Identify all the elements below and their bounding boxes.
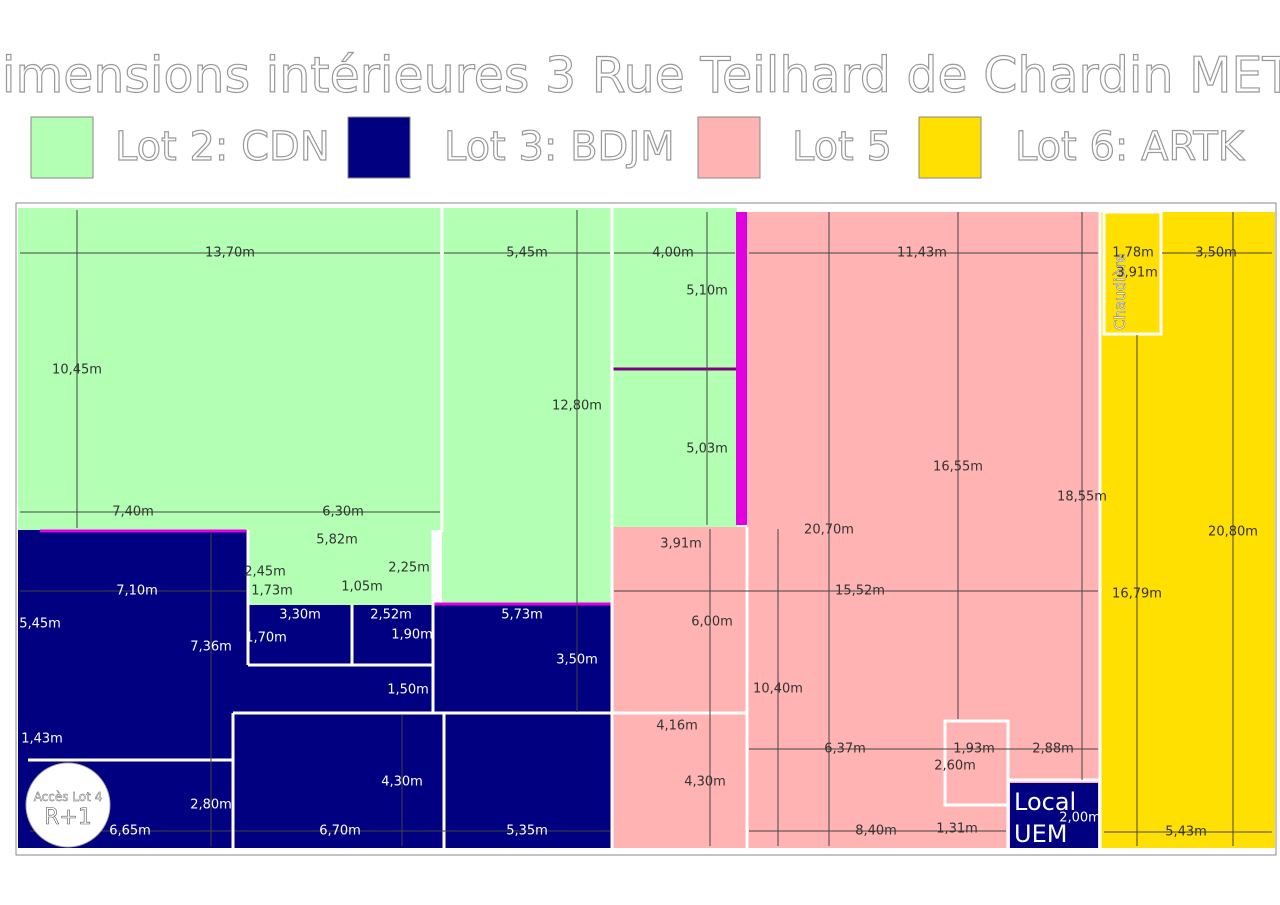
dimension-label: 6,00m — [691, 615, 733, 630]
room-lot2 — [442, 208, 612, 605]
dimension-label: 2,60m — [934, 759, 976, 774]
dimension-label: 7,40m — [112, 505, 154, 520]
room-label: Chaudière — [1111, 253, 1129, 330]
dimension-label: 20,70m — [804, 523, 854, 538]
dimension-label: 4,30m — [381, 775, 423, 790]
dimension-label: 11,43m — [897, 246, 947, 261]
dimension-label: 1,73m — [251, 584, 293, 599]
legend-label: Lot 2: CDN — [115, 124, 330, 170]
room-lot6 — [1100, 212, 1275, 848]
dimension-label: 1,31m — [936, 822, 978, 837]
dimension-label: 2,00m — [1059, 811, 1101, 826]
legend: Lot 2: CDN Lot 3: BDJM Lot 5 Lot 6: ARTK — [30, 116, 1246, 179]
legend-swatch — [30, 116, 94, 179]
dimension-label: 1,05m — [341, 580, 383, 595]
dimension-label: 1,93m — [953, 742, 995, 757]
room-lot5 — [612, 527, 747, 848]
dimension-label: 3,50m — [556, 653, 598, 668]
dimension-label: 3,91m — [1116, 266, 1158, 281]
dimension-label: 15,52m — [835, 584, 885, 599]
dimension-label: 8,40m — [855, 824, 897, 839]
room-label: Accès Lot 4 — [34, 790, 103, 804]
dimension-label: 4,16m — [656, 719, 698, 734]
legend-label: Lot 3: BDJM — [444, 124, 675, 170]
legend-swatch — [347, 116, 411, 179]
dimension-label: 10,40m — [753, 682, 803, 697]
dimension-label: 5,10m — [686, 284, 728, 299]
access-marker — [25, 762, 111, 848]
dimension-label: 2,52m — [370, 608, 412, 623]
dimension-label: 1,43m — [21, 732, 63, 747]
dimension-label: 3,91m — [660, 537, 702, 552]
dimension-label: 1,70m — [245, 631, 287, 646]
dimension-label: 16,55m — [933, 460, 983, 475]
dimension-label: 10,45m — [52, 363, 102, 378]
dimension-label: 2,80m — [190, 798, 232, 813]
dimension-label: 6,30m — [322, 505, 364, 520]
dimension-label: 3,30m — [279, 608, 321, 623]
dimension-label: 6,65m — [109, 824, 151, 839]
room-lot3 — [233, 713, 612, 848]
dimension-label: 12,80m — [552, 399, 602, 414]
dimension-label: 3,50m — [1195, 246, 1237, 261]
legend-label: Lot 5 — [792, 124, 892, 170]
dimension-label: 5,03m — [686, 442, 728, 457]
dimension-label: 16,79m — [1112, 587, 1162, 602]
dimension-label: 20,80m — [1208, 525, 1258, 540]
dimension-label: 7,10m — [116, 584, 158, 599]
dimension-label: 4,30m — [684, 775, 726, 790]
room-lot5 — [747, 212, 1100, 848]
dimension-label: 2,45m — [244, 565, 286, 580]
dimension-label: 5,73m — [501, 608, 543, 623]
room-lot2 — [248, 530, 433, 605]
title: Dimensions intérieures 3 Rue Teilhard de… — [0, 47, 1280, 104]
dimension-label: 2,88m — [1032, 742, 1074, 757]
dimension-label: 5,45m — [506, 246, 548, 261]
room-lot2 — [18, 208, 443, 530]
dimension-label: 6,37m — [824, 742, 866, 757]
walls — [28, 208, 1163, 848]
plan: Accès Lot 4 R+1 Local UEM Chaudière — [15, 202, 1277, 856]
dimension-labels: 13,70m 5,45m 4,00m 11,43m 1,78m 3,50m 3,91m 5,1… — [19, 246, 1258, 840]
dimension-label: 4,00m — [652, 246, 694, 261]
room-local — [1010, 783, 1098, 848]
dimension-label: 5,43m — [1165, 825, 1207, 840]
room-label: Local — [1014, 788, 1076, 816]
dimension-label: 13,70m — [205, 246, 255, 261]
room-label: UEM — [1014, 820, 1067, 848]
dimension-label: 18,55m — [1057, 490, 1107, 505]
dimension-label: 1,78m — [1112, 246, 1154, 261]
dimension-label: 2,25m — [388, 561, 430, 576]
dimension-lines — [20, 210, 1272, 846]
dimension-label: 1,50m — [387, 683, 429, 698]
legend-swatch — [918, 116, 982, 179]
dimension-label: 7,36m — [190, 640, 232, 655]
dimension-label: 1,90m — [391, 628, 433, 643]
legend-swatch — [697, 116, 761, 179]
room-lot3 — [248, 605, 612, 713]
dimension-label: 5,82m — [316, 533, 358, 548]
dimension-label: 5,35m — [506, 824, 548, 839]
partition — [736, 212, 747, 525]
dimension-label: 6,70m — [319, 824, 361, 839]
legend-label: Lot 6: ARTK — [1015, 124, 1246, 170]
dimension-label: 5,45m — [19, 617, 61, 632]
room-label: R+1 — [44, 805, 92, 830]
